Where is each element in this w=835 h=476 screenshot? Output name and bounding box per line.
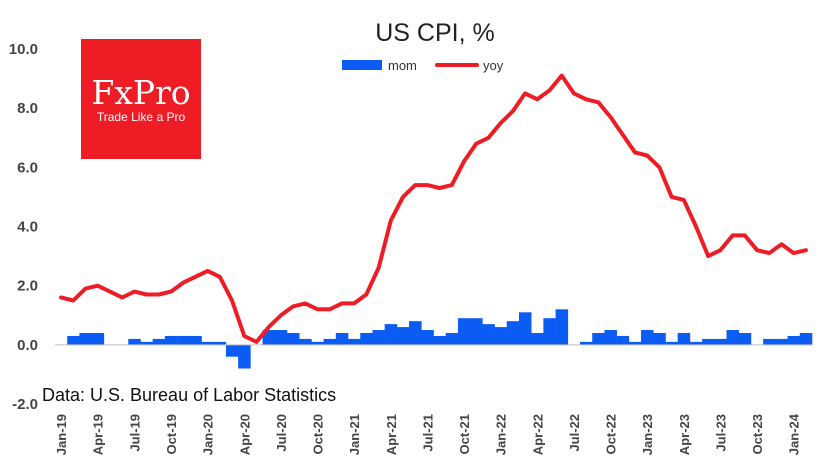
data-source: Data: U.S. Bureau of Labor Statistics [42, 385, 336, 405]
y-tick-label: 2.0 [17, 278, 38, 295]
chart-title: US CPI, % [375, 19, 494, 47]
mom-bar [274, 330, 288, 345]
x-tick-label: Apr-20 [237, 414, 252, 455]
x-tick-label: Jul-22 [567, 414, 582, 452]
mom-bar [665, 341, 678, 345]
logo-name: FxPro [91, 73, 190, 112]
fxpro-logo: FxPro Trade Like a Pro [81, 39, 201, 159]
mom-bar [299, 338, 312, 345]
mom-bar [531, 333, 544, 345]
mom-bar [189, 335, 202, 345]
mom-bar [91, 333, 105, 345]
x-tick-label: Jan-19 [54, 414, 69, 455]
x-tick-label: Oct-19 [164, 414, 179, 454]
y-tick-label: 8.0 [17, 100, 38, 117]
mom-bar [286, 333, 300, 345]
mom-bar [372, 330, 385, 345]
x-axis: Jan-19 Apr-19 Jul-19 Oct-19 Jan-20 Apr-20 Jul-… [54, 413, 802, 455]
x-tick-label: Apr-23 [677, 414, 692, 455]
legend: mom yoy [342, 58, 504, 73]
mom-bar [506, 321, 520, 345]
mom-bar [641, 330, 654, 345]
mom-bar [799, 333, 813, 345]
mom-bar [225, 344, 239, 357]
mom-bar [580, 341, 593, 345]
mom-bar [421, 330, 434, 345]
legend-mom-swatch [342, 60, 382, 70]
mom-bar [543, 318, 556, 345]
mom-bar [384, 324, 398, 345]
mom-bar [238, 344, 251, 369]
yoy-line [59, 73, 808, 344]
x-tick-label: Jul-23 [713, 414, 728, 452]
x-tick-label: Jul-21 [420, 414, 435, 452]
y-tick-label: 0.0 [17, 337, 38, 354]
mom-bar [775, 338, 788, 345]
mom-bar [714, 338, 727, 345]
mom-bar [335, 333, 349, 345]
mom-bar [360, 333, 373, 345]
mom-bar [482, 324, 495, 345]
mom-bar [79, 333, 92, 345]
mom-bar [213, 341, 227, 345]
mom-bar [763, 338, 776, 345]
x-tick-label: Jan-24 [787, 413, 802, 455]
legend-yoy-label: yoy [483, 58, 504, 73]
mom-bar [592, 333, 605, 345]
mom-bar [616, 335, 630, 345]
mom-bar [470, 318, 483, 345]
x-tick-label: Oct-23 [750, 414, 765, 454]
x-tick-label: Apr-19 [91, 414, 106, 455]
x-tick-label: Apr-22 [530, 414, 545, 455]
mom-bar [67, 335, 80, 345]
mom-bar [787, 335, 801, 345]
mom-bar [518, 312, 532, 345]
x-tick-label: Jan-21 [347, 414, 362, 455]
mom-bar [628, 341, 642, 345]
mom-bar [604, 330, 617, 345]
mom-bar [164, 335, 178, 345]
mom-bar [396, 327, 410, 345]
y-tick-label: 10.0 [9, 41, 38, 58]
mom-bar [152, 338, 166, 345]
x-tick-label: Jan-20 [201, 414, 216, 455]
x-tick-label: Jul-20 [274, 414, 289, 452]
mom-bar [689, 341, 703, 345]
x-tick-label: Oct-20 [311, 414, 326, 454]
logo-background [81, 39, 201, 159]
legend-mom-label: mom [388, 58, 417, 73]
mom-bar [140, 341, 153, 345]
mom-bar [348, 338, 361, 345]
mom-bar [433, 335, 447, 345]
x-tick-label: Jul-19 [127, 414, 142, 452]
mom-bar [323, 338, 337, 345]
mom-bar [201, 341, 215, 345]
x-tick-label: Oct-22 [604, 414, 619, 454]
y-axis: 10.0 8.0 6.0 4.0 2.0 0.0 -2.0 [9, 41, 38, 413]
mom-bar [726, 330, 740, 345]
mom-bar [702, 338, 715, 345]
mom-bar [555, 309, 569, 345]
x-tick-label: Apr-21 [384, 414, 399, 455]
mom-bar [457, 318, 471, 345]
mom-bars [55, 309, 813, 369]
x-tick-label: Oct-21 [457, 414, 472, 454]
mom-bar [677, 333, 691, 345]
mom-bar [177, 335, 190, 345]
y-tick-label: -2.0 [12, 396, 38, 413]
mom-bar [409, 321, 422, 345]
mom-bar [738, 333, 752, 345]
mom-bar [653, 333, 666, 345]
mom-bar [494, 327, 508, 345]
mom-bar [128, 338, 141, 345]
x-tick-label: Jan-22 [494, 414, 509, 455]
mom-bar [445, 333, 459, 345]
logo-tagline: Trade Like a Pro [97, 110, 186, 124]
y-tick-label: 4.0 [17, 219, 38, 236]
mom-bar [311, 341, 324, 345]
x-tick-label: Jan-23 [640, 414, 655, 455]
y-tick-label: 6.0 [17, 159, 38, 176]
